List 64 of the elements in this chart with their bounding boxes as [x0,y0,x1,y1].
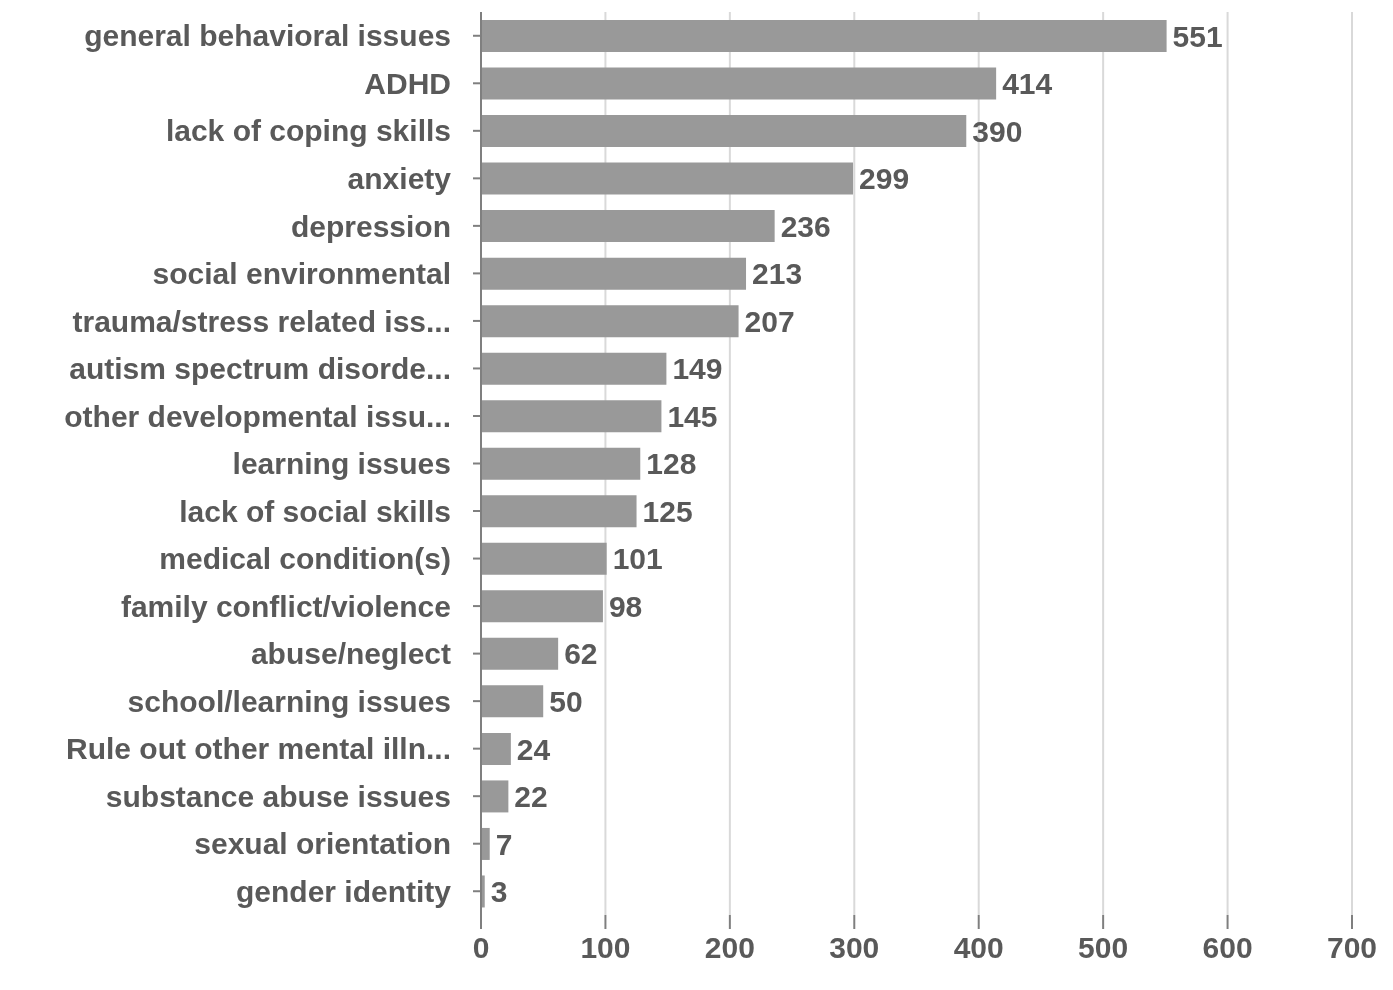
y-tick-label: other developmental issu... [64,399,451,433]
data-label: 128 [646,447,697,481]
data-label: 213 [752,257,803,291]
data-label: 98 [608,589,643,623]
bar [481,447,641,480]
bar [481,210,775,243]
y-tick-label: social environmental [152,257,451,291]
data-label: 149 [672,352,723,386]
data-label: 50 [549,685,583,719]
bar [481,20,1167,52]
y-tick-label: depression [290,209,451,243]
bar [481,590,603,623]
y-tick-label: medical condition(s) [159,542,451,576]
bar [481,732,511,765]
y-tick-label: gender identity [235,874,452,908]
data-label: 3 [490,875,508,909]
x-tick-label: 700 [1326,931,1378,965]
y-tick-label: substance abuse issues [105,779,451,813]
y-tick-label: sexual orientation [194,827,451,861]
x-tick-label: 100 [580,931,631,965]
data-label: 101 [612,542,663,576]
y-tick-label: school/learning issues [127,684,451,718]
data-label: 236 [780,209,831,243]
y-tick-label: autism spectrum disorde... [69,352,451,386]
y-tick-label: lack of social skills [179,494,451,528]
x-tick-label: 500 [1078,931,1129,965]
y-tick-label: trauma/stress related iss... [72,304,451,338]
data-label: 125 [642,494,693,528]
bar [481,780,509,813]
bar [481,305,739,338]
x-tick-label: 400 [953,931,1004,965]
data-label: 145 [667,399,718,433]
y-tick-label: Rule out other mental illn... [65,732,451,766]
y-tick-label: learning issues [232,447,451,481]
x-tick-label: 300 [829,931,880,965]
y-tick-label: lack of coping skills [165,114,451,148]
y-tick-label: family conflict/violence [120,589,451,623]
bar [481,67,997,100]
x-tick-label: 600 [1202,931,1253,965]
y-tick-label: ADHD [364,66,451,100]
bar [481,542,607,575]
data-label: 390 [972,114,1023,148]
bar [481,495,637,528]
data-label: 414 [1002,67,1053,101]
bar [481,257,747,290]
x-tick-label: 200 [704,931,755,965]
bar [481,827,490,860]
data-label: 551 [1172,19,1223,53]
bar [481,685,544,718]
data-label: 7 [495,827,513,861]
data-label: 22 [514,780,548,814]
bar [481,115,967,148]
data-label: 299 [859,162,910,196]
bar [481,162,854,195]
y-tick-label: general behavioral issues [84,19,451,53]
data-label: 24 [516,732,551,766]
y-tick-label: anxiety [347,161,452,195]
data-label: 62 [564,637,598,671]
y-tick-label: abuse/neglect [250,637,451,671]
bar [481,637,559,670]
bar [481,352,667,385]
data-label: 207 [744,304,795,338]
bar [481,400,662,433]
x-tick-label: 0 [472,931,490,965]
